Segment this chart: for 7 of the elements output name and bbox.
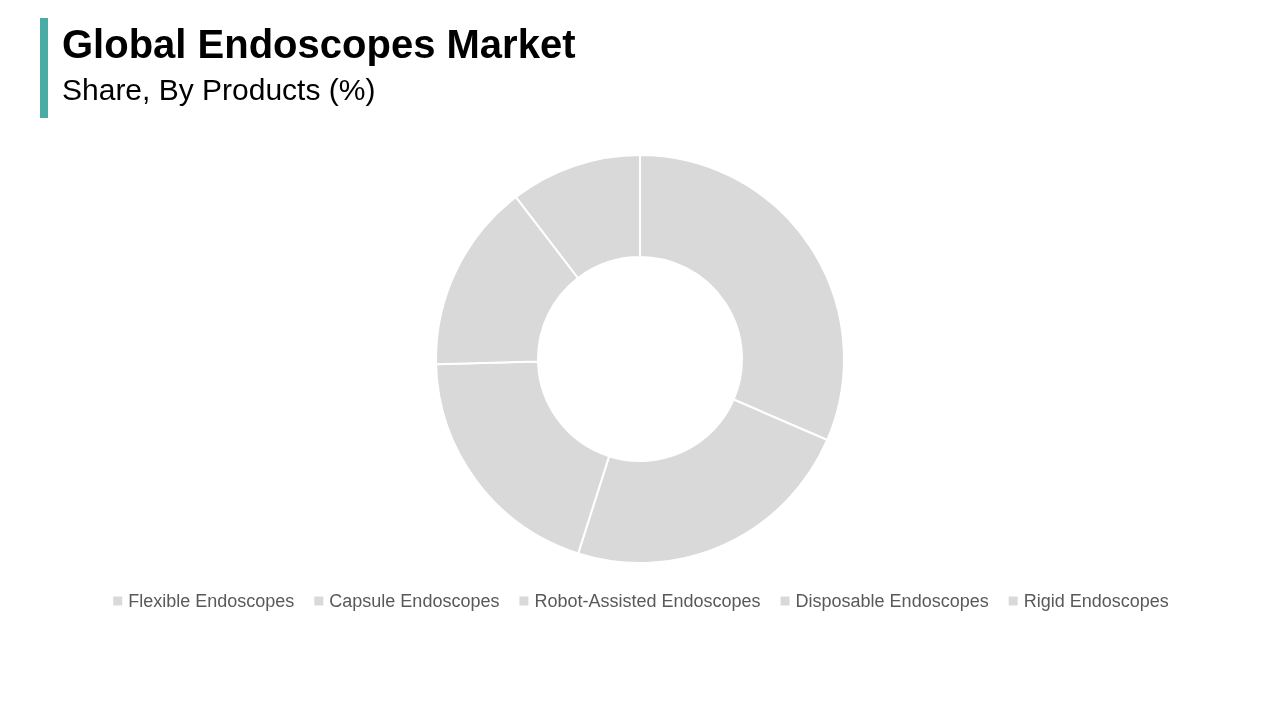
legend-label: Capsule Endoscopes	[329, 591, 500, 611]
legend-label: Disposable Endoscopes	[795, 591, 989, 611]
legend-label: Rigid Endoscopes	[1023, 591, 1169, 611]
legend-label: Flexible Endoscopes	[128, 591, 295, 611]
chart-title: Global Endoscopes Market	[62, 21, 576, 68]
legend-label: Robot-Assisted Endoscopes	[534, 591, 761, 611]
chart-subtitle: Share, By Products (%)	[62, 72, 377, 108]
